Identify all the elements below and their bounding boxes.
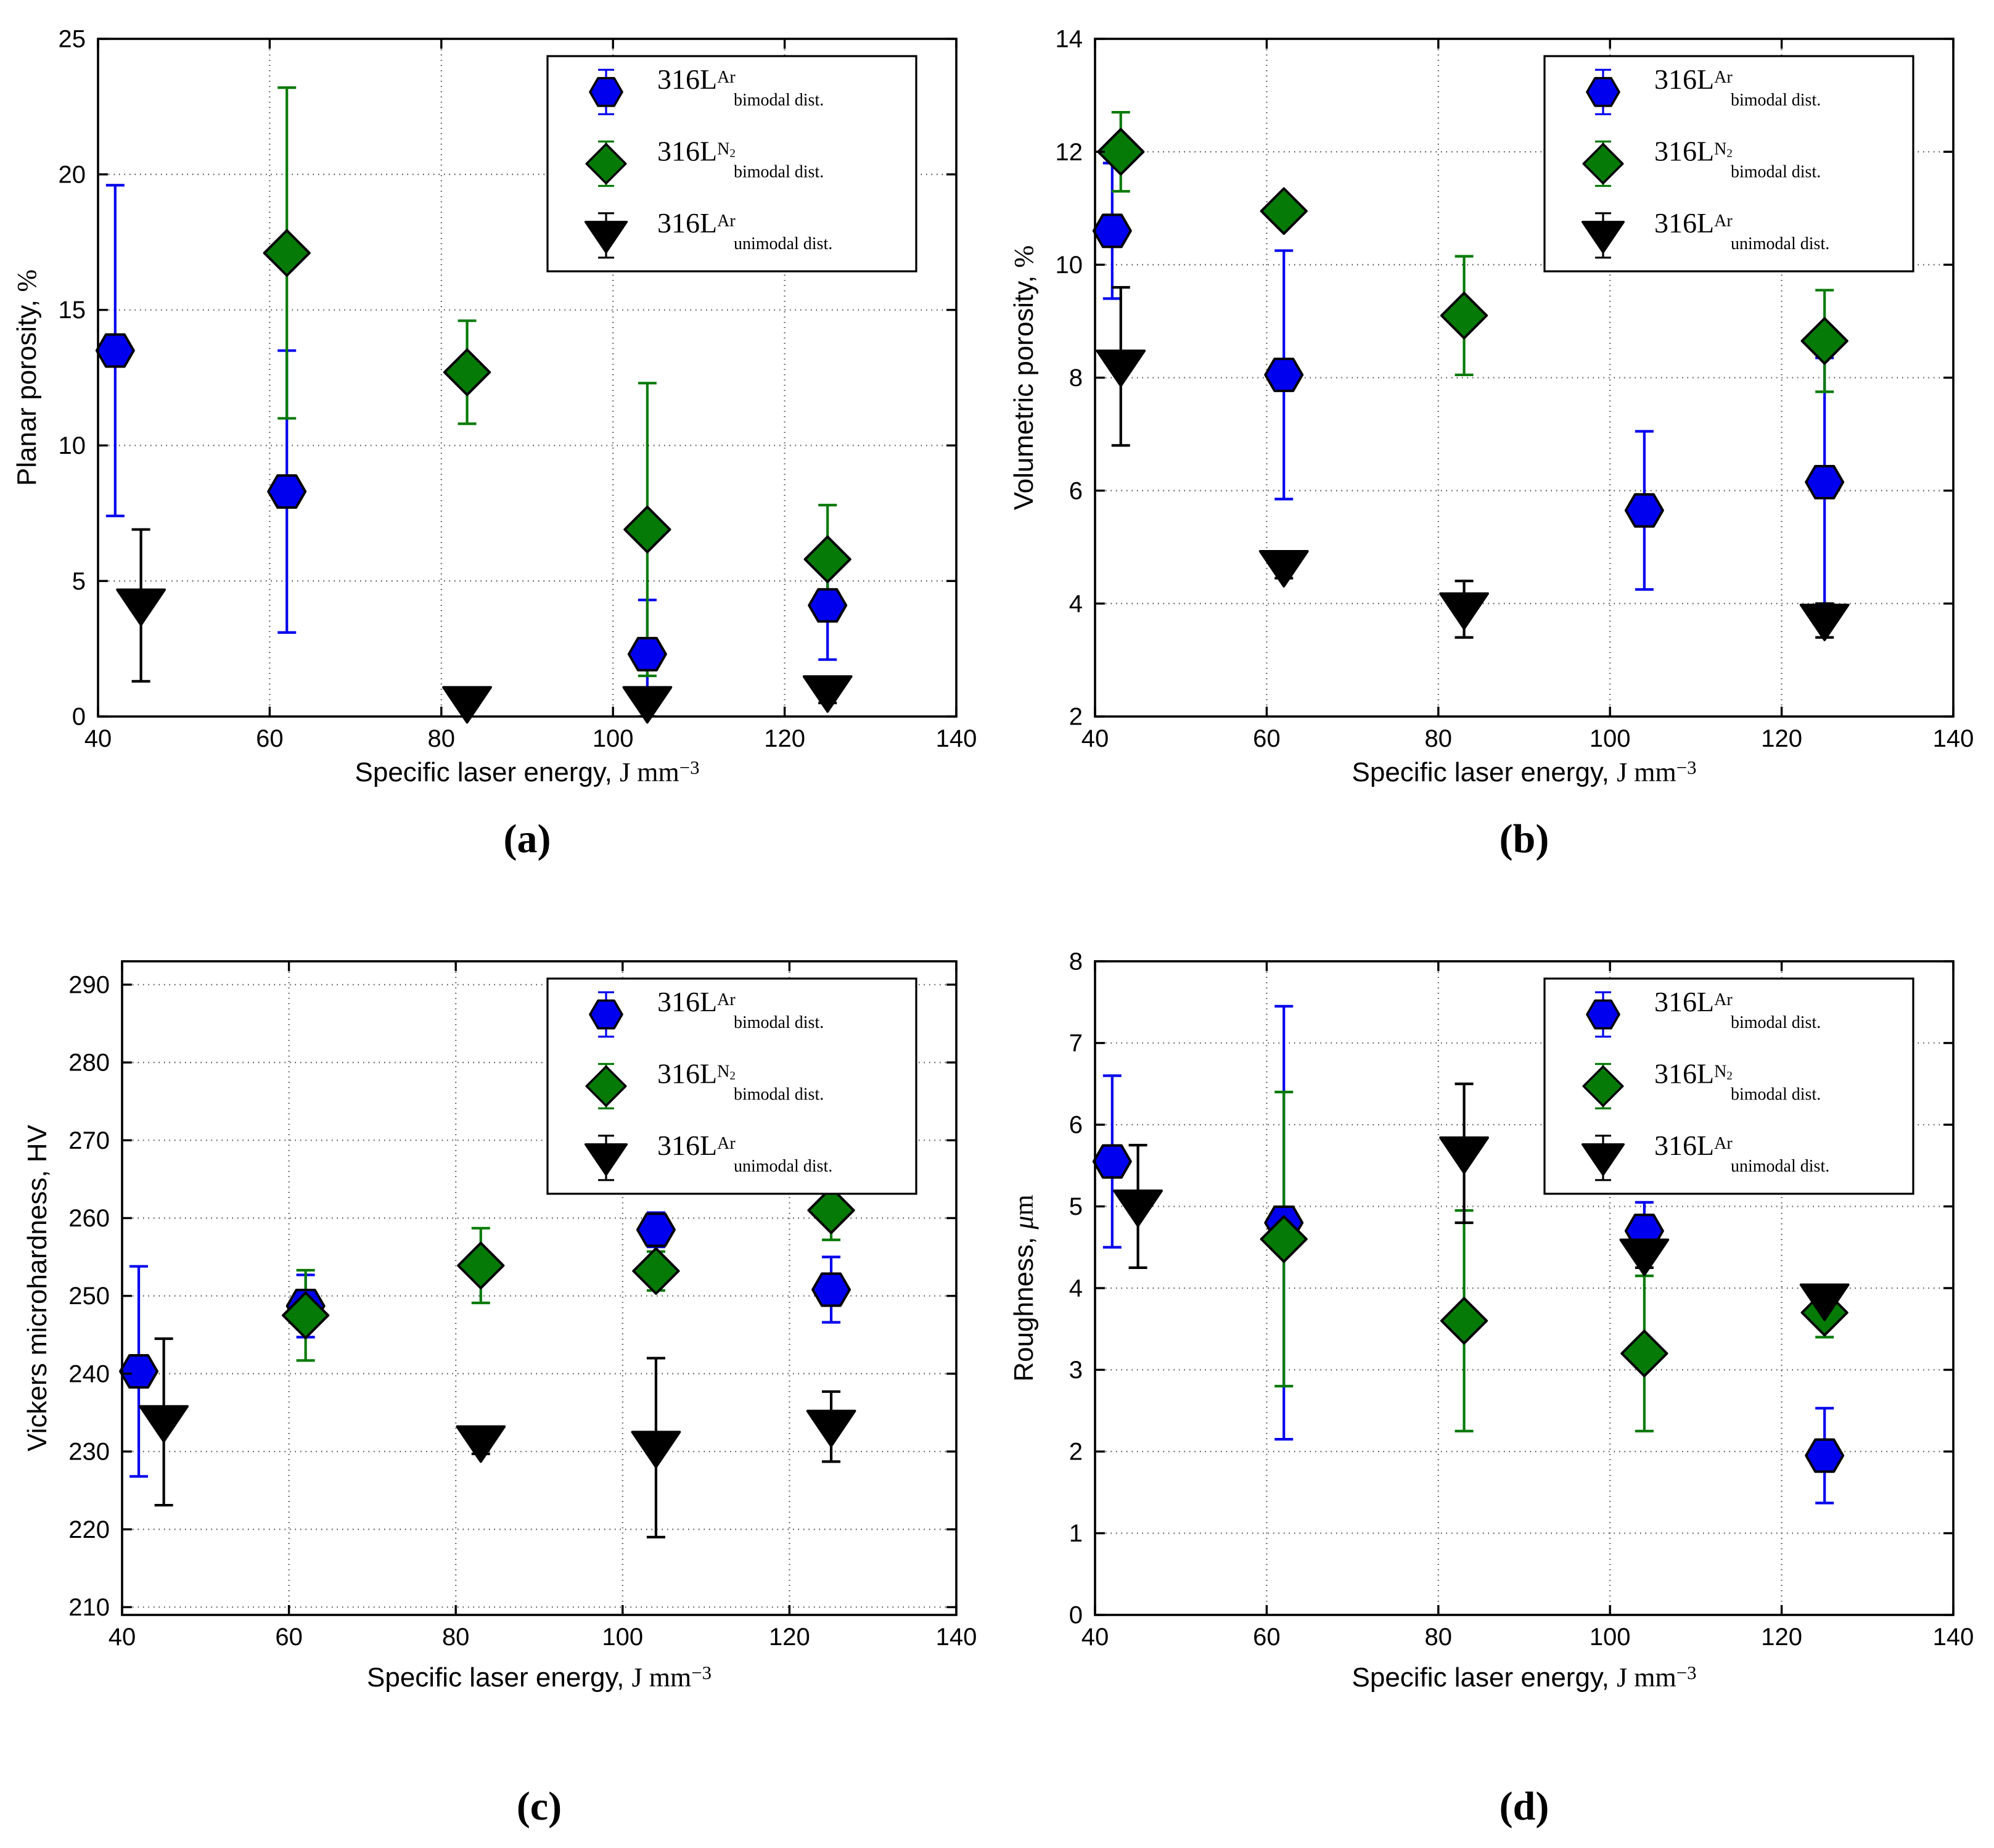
svg-text:Specific laser energy, J mm−3: Specific laser energy, J mm−3: [1352, 1662, 1697, 1693]
svg-text:unimodal dist.: unimodal dist.: [1731, 1157, 1829, 1176]
svg-text:14: 14: [1056, 26, 1083, 53]
svg-text:4: 4: [1069, 590, 1083, 617]
svg-text:10: 10: [1056, 252, 1083, 279]
svg-text:Specific laser energy, J mm−3: Specific laser energy, J mm−3: [367, 1662, 712, 1693]
svg-text:120: 120: [1761, 725, 1802, 752]
svg-text:100: 100: [602, 1624, 643, 1651]
svg-text:(b): (b): [1500, 816, 1549, 861]
svg-text:240: 240: [68, 1360, 110, 1387]
svg-text:280: 280: [68, 1049, 110, 1077]
svg-text:0: 0: [1069, 1602, 1083, 1629]
svg-text:140: 140: [1933, 725, 1974, 752]
svg-text:120: 120: [1761, 1624, 1802, 1651]
svg-text:1: 1: [1069, 1520, 1083, 1547]
svg-text:6: 6: [1069, 477, 1083, 504]
svg-text:40: 40: [1081, 1624, 1109, 1651]
svg-text:40: 40: [1081, 725, 1109, 752]
svg-text:120: 120: [764, 725, 805, 752]
svg-text:270: 270: [68, 1127, 110, 1154]
svg-text:290: 290: [68, 971, 110, 998]
svg-text:4: 4: [1069, 1275, 1083, 1302]
svg-text:bimodal dist.: bimodal dist.: [1731, 91, 1821, 110]
svg-text:60: 60: [1253, 1624, 1280, 1651]
svg-text:bimodal dist.: bimodal dist.: [734, 1085, 824, 1104]
svg-text:bimodal dist.: bimodal dist.: [734, 1013, 824, 1032]
svg-text:2: 2: [1069, 1439, 1083, 1466]
svg-text:80: 80: [428, 725, 456, 752]
svg-text:6: 6: [1069, 1112, 1083, 1139]
svg-text:Specific laser energy, J mm−3: Specific laser energy, J mm−3: [355, 757, 700, 787]
svg-text:230: 230: [68, 1439, 110, 1466]
svg-text:8: 8: [1069, 948, 1083, 975]
svg-text:60: 60: [256, 725, 284, 752]
svg-text:2: 2: [1069, 704, 1083, 731]
svg-text:80: 80: [1425, 725, 1453, 752]
svg-text:7: 7: [1069, 1030, 1083, 1057]
svg-text:bimodal dist.: bimodal dist.: [734, 91, 824, 110]
svg-text:Specific laser energy, J mm−3: Specific laser energy, J mm−3: [1352, 757, 1697, 787]
svg-text:40: 40: [109, 1624, 136, 1651]
svg-text:Roughness, μm: Roughness, μm: [1009, 1194, 1039, 1381]
svg-text:5: 5: [1069, 1193, 1083, 1220]
svg-text:unimodal dist.: unimodal dist.: [734, 234, 832, 253]
svg-text:bimodal dist.: bimodal dist.: [1731, 1013, 1821, 1032]
svg-text:210: 210: [68, 1594, 110, 1621]
svg-text:8: 8: [1069, 364, 1083, 392]
svg-text:unimodal dist.: unimodal dist.: [734, 1157, 832, 1176]
svg-text:unimodal dist.: unimodal dist.: [1731, 234, 1829, 253]
svg-text:140: 140: [936, 1624, 977, 1651]
svg-text:bimodal dist.: bimodal dist.: [1731, 1085, 1821, 1104]
svg-text:60: 60: [275, 1624, 303, 1651]
svg-text:140: 140: [936, 725, 977, 752]
svg-text:5: 5: [72, 568, 86, 595]
svg-text:120: 120: [769, 1624, 810, 1651]
svg-text:(c): (c): [517, 1784, 562, 1829]
svg-text:(a): (a): [504, 816, 551, 861]
svg-text:bimodal dist.: bimodal dist.: [1731, 163, 1821, 182]
svg-text:10: 10: [59, 432, 86, 459]
svg-text:220: 220: [68, 1516, 110, 1543]
svg-text:0: 0: [72, 704, 86, 731]
svg-text:140: 140: [1933, 1624, 1974, 1651]
svg-text:40: 40: [84, 725, 112, 752]
svg-text:Vickers microhardness, HV: Vickers microhardness, HV: [22, 1124, 52, 1451]
svg-text:(d): (d): [1500, 1784, 1549, 1829]
svg-text:260: 260: [68, 1205, 110, 1232]
svg-text:60: 60: [1253, 725, 1280, 752]
svg-text:Planar porosity, %: Planar porosity, %: [12, 269, 42, 486]
svg-text:100: 100: [1590, 725, 1631, 752]
svg-text:100: 100: [1590, 1624, 1631, 1651]
svg-text:20: 20: [59, 161, 86, 188]
svg-text:100: 100: [593, 725, 634, 752]
svg-text:80: 80: [442, 1624, 470, 1651]
svg-text:25: 25: [59, 26, 86, 53]
svg-text:Volumetric porosity, %: Volumetric porosity, %: [1009, 245, 1039, 511]
svg-text:3: 3: [1069, 1357, 1083, 1384]
svg-text:12: 12: [1056, 139, 1083, 166]
svg-text:bimodal dist.: bimodal dist.: [734, 163, 824, 182]
svg-text:15: 15: [59, 297, 86, 324]
svg-text:250: 250: [68, 1283, 110, 1310]
svg-text:80: 80: [1425, 1624, 1453, 1651]
